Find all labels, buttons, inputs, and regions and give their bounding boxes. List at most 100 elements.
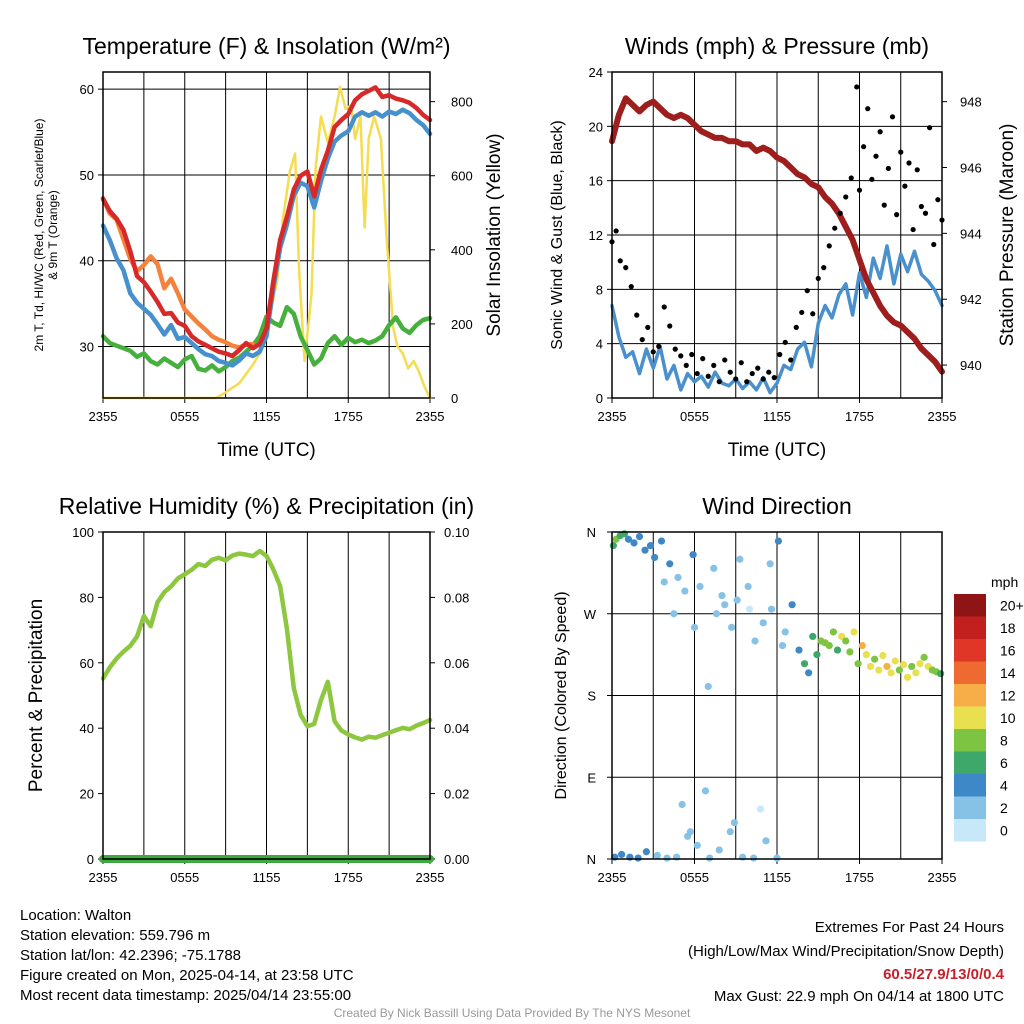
direction-point xyxy=(657,537,666,545)
y2-tick-label: 948 xyxy=(960,95,982,110)
gust-point xyxy=(744,379,750,385)
direction-point xyxy=(825,641,833,650)
series-line-0 xyxy=(101,85,432,400)
info-location: Location: Walton xyxy=(20,907,132,924)
y2-tick-label: 946 xyxy=(960,160,982,175)
y-tick-label: 20 xyxy=(80,787,94,802)
y2-tick-label: 600 xyxy=(451,169,473,184)
y2-tick-label: 400 xyxy=(451,243,473,258)
colorbar-label: 2 xyxy=(1000,800,1008,816)
y2-tick-label: 0.10 xyxy=(444,525,469,540)
gust-point xyxy=(639,336,645,343)
direction-point xyxy=(678,800,686,809)
gust-point xyxy=(782,339,788,345)
gust-point xyxy=(910,226,916,233)
gust-point xyxy=(645,324,651,330)
direction-point xyxy=(908,662,916,671)
direction-point xyxy=(883,662,891,671)
gust-point xyxy=(898,149,904,155)
x-tick-label: 1155 xyxy=(253,870,281,885)
direction-point xyxy=(660,578,668,586)
direction-point xyxy=(736,555,744,563)
extremes-title: Extremes For Past 24 Hours xyxy=(814,919,1004,936)
pressure-line xyxy=(609,95,945,375)
gust-point xyxy=(931,241,937,248)
series-line-2 xyxy=(100,195,256,350)
y2-tick-label: 942 xyxy=(960,292,982,307)
direction-point xyxy=(696,582,704,591)
colorbar-unit: mph xyxy=(991,574,1018,590)
direction-point xyxy=(899,661,908,669)
colorbar-swatch xyxy=(954,661,986,684)
colorbar-label: 20+ xyxy=(1000,597,1024,613)
gust-point xyxy=(914,167,920,173)
info-elevation: Station elevation: 559.796 m xyxy=(20,927,211,944)
direction-point xyxy=(663,854,671,862)
direction-point xyxy=(759,619,767,627)
direction-point xyxy=(693,841,701,849)
gust-point xyxy=(700,356,706,362)
direction-point xyxy=(767,605,776,613)
x-tick-label: 2355 xyxy=(416,409,445,424)
direction-point xyxy=(701,787,710,795)
extremes-max-gust: Max Gust: 22.9 mph On 04/14 at 1800 UTC xyxy=(713,988,1004,1005)
gust-point xyxy=(613,228,619,234)
colorbar-label: 8 xyxy=(1000,732,1008,748)
panel-rh: 2355 0555 1155 1755 2355 Relative Humidity (%… xyxy=(26,493,474,885)
direction-point xyxy=(833,646,842,654)
gust-point xyxy=(793,324,799,330)
x-tick-label: 2355 xyxy=(416,870,445,885)
y2-tick-label: 0.04 xyxy=(444,721,469,736)
gust-point xyxy=(918,203,924,210)
direction-point xyxy=(879,651,887,660)
x-tick-label: 0555 xyxy=(170,409,199,424)
direction-point xyxy=(745,605,754,613)
gust-point xyxy=(650,349,656,355)
direction-point xyxy=(781,628,789,636)
y2-tick-label: 944 xyxy=(960,226,982,241)
colorbar-swatch xyxy=(954,616,986,639)
y2-tick-label: 200 xyxy=(451,317,473,332)
panel-wdir: 2355 0555 1155 1755 2355 Wind Direction N E S W N D… xyxy=(553,493,956,885)
x-tick-label: 1755 xyxy=(334,409,363,424)
y2-tick-label: 940 xyxy=(960,358,982,373)
gust-point xyxy=(935,197,941,203)
direction-point xyxy=(618,850,626,859)
direction-point xyxy=(651,553,659,562)
gust-point xyxy=(672,346,678,352)
gust-point xyxy=(894,212,900,218)
x-tick-label: 1155 xyxy=(253,409,281,424)
direction-point xyxy=(829,628,837,636)
colorbar-swatch xyxy=(954,796,986,819)
gust-point xyxy=(889,114,896,120)
gust-point xyxy=(877,129,883,135)
gust-point xyxy=(738,360,744,366)
gust-point xyxy=(656,343,662,349)
extremes-values: 60.5/27.9/13/0/0.4 xyxy=(883,966,1004,983)
direction-point xyxy=(634,854,642,862)
direction-point xyxy=(666,560,674,568)
plot-frame xyxy=(611,531,943,860)
y-tick-label: 80 xyxy=(80,590,94,605)
y2-axis-label: Station Pressure (Maroon) xyxy=(997,124,1018,347)
colorbar-label: 18 xyxy=(1000,620,1016,636)
direction-point xyxy=(854,660,862,668)
gust-point xyxy=(804,288,810,294)
direction-point xyxy=(800,660,809,668)
direction-point xyxy=(937,670,945,678)
gust-point xyxy=(881,202,887,208)
direction-point xyxy=(862,651,870,659)
direction-point xyxy=(642,848,650,856)
y-tick-label: 40 xyxy=(80,254,94,269)
gust-point xyxy=(902,183,908,189)
colorbar-swatch xyxy=(954,751,986,774)
colorbar-label: 0 xyxy=(1000,822,1008,838)
colorbar-label: 14 xyxy=(1000,665,1016,681)
direction-point xyxy=(850,628,858,636)
y-tick-label: 60 xyxy=(80,82,94,97)
direction-point xyxy=(766,560,774,568)
direction-point xyxy=(809,632,817,641)
gust-point xyxy=(628,284,634,290)
y2-tick-label: 800 xyxy=(451,95,473,110)
chart-title: Temperature (F) & Insolation (W/m²) xyxy=(82,33,450,59)
